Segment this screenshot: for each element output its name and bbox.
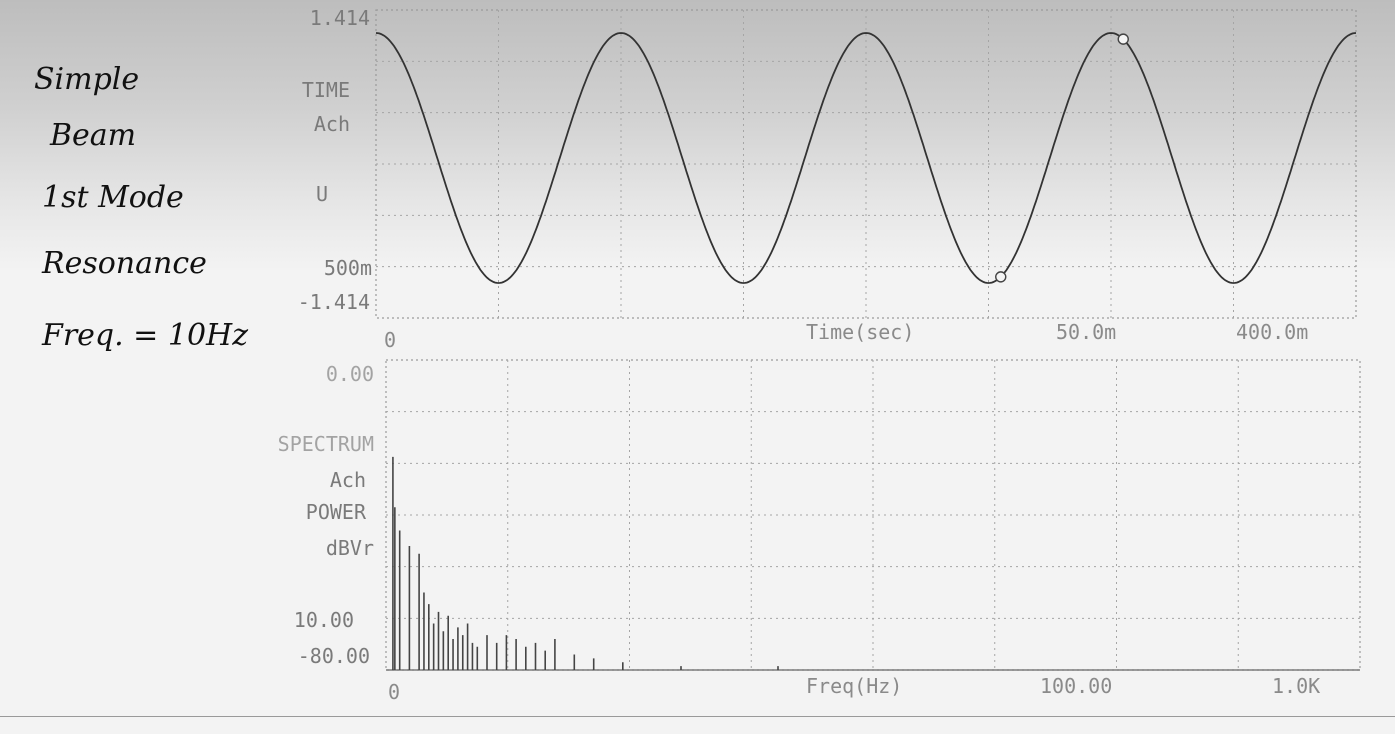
time-y-bottom-label: -1.414 xyxy=(297,290,370,314)
time-scale-label: 500m xyxy=(323,256,372,280)
time-x-end-label: 400.0m xyxy=(1236,320,1309,344)
spec-trace-label: SPECTRUM xyxy=(277,432,374,456)
time-cursor-marker xyxy=(995,271,1007,283)
spec-channel-label: Ach xyxy=(329,468,366,492)
time-x-start-label: 0 xyxy=(384,328,397,352)
time-unit-label: U xyxy=(315,182,328,206)
time-frame xyxy=(375,9,1357,319)
spec-x-cursor-label: 100.00 xyxy=(1040,674,1113,698)
photocopy-shading xyxy=(0,0,1395,270)
time-cursor-marker xyxy=(1117,33,1129,45)
spec-x-start-label: 0 xyxy=(388,680,401,704)
time-trace-label: TIME xyxy=(301,78,350,102)
spec-y-top-label: 0.00 xyxy=(325,362,374,386)
spec-y-bottom-label: -80.00 xyxy=(297,644,370,668)
annotation-line-5: Freq. = 10Hz xyxy=(42,318,249,353)
spec-mode-label: POWER xyxy=(305,500,366,524)
annotation-line-1: Simple xyxy=(34,62,140,97)
time-y-top-label: 1.414 xyxy=(309,6,370,30)
time-x-title: Time(sec) xyxy=(806,320,915,344)
time-x-cursor-label: 50.0m xyxy=(1056,320,1117,344)
annotation-line-2: Beam xyxy=(50,118,137,153)
spec-scale-label: 10.00 xyxy=(293,608,354,632)
annotation-line-4: Resonance xyxy=(42,246,207,281)
page-bottom-line xyxy=(0,716,1395,717)
spec-unit-label: dBVr xyxy=(325,536,374,560)
time-waveform-line xyxy=(375,32,1357,284)
time-channel-label: Ach xyxy=(313,112,350,136)
annotation-line-3: 1st Mode xyxy=(42,180,184,215)
spec-x-end-label: 1.0K xyxy=(1272,674,1321,698)
spec-x-title: Freq(Hz) xyxy=(806,674,903,698)
